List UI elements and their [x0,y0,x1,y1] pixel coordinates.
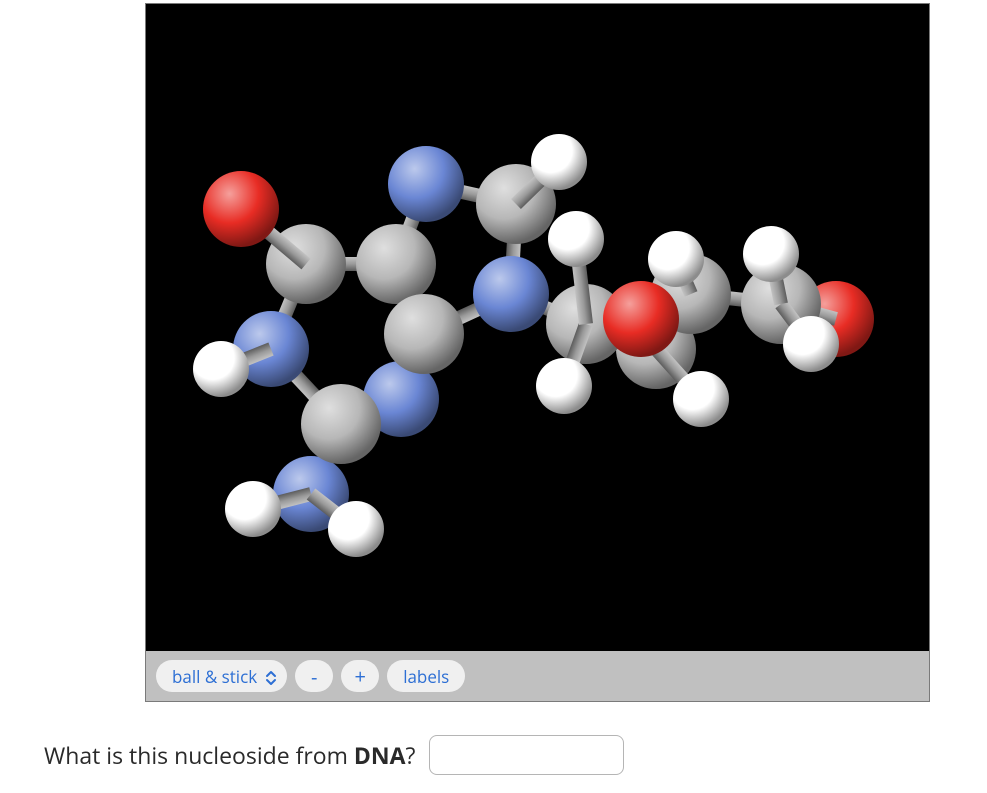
question-suffix: ? [405,739,415,771]
minus-icon: - [311,663,317,690]
labels-button[interactable]: labels [387,660,465,692]
molecule-viewer-frame: ball & stick - + labels [145,3,930,702]
question-prefix: What is this nucleoside from [44,739,354,771]
answer-input[interactable] [429,735,624,775]
chevron-updown-icon [265,668,277,684]
question-text: What is this nucleoside from DNA? [44,739,415,771]
plus-icon: + [354,663,365,690]
question-row: What is this nucleoside from DNA? [44,735,624,775]
render-style-label: ball & stick [172,665,257,688]
render-style-select[interactable]: ball & stick [156,660,287,692]
molecule-render [146,4,929,651]
labels-button-label: labels [403,665,449,688]
molecule-viewer-canvas[interactable] [146,4,929,651]
viewer-toolbar: ball & stick - + labels [146,651,929,701]
question-bold: DNA [354,739,406,771]
zoom-out-button[interactable]: - [295,660,333,692]
zoom-in-button[interactable]: + [341,660,379,692]
